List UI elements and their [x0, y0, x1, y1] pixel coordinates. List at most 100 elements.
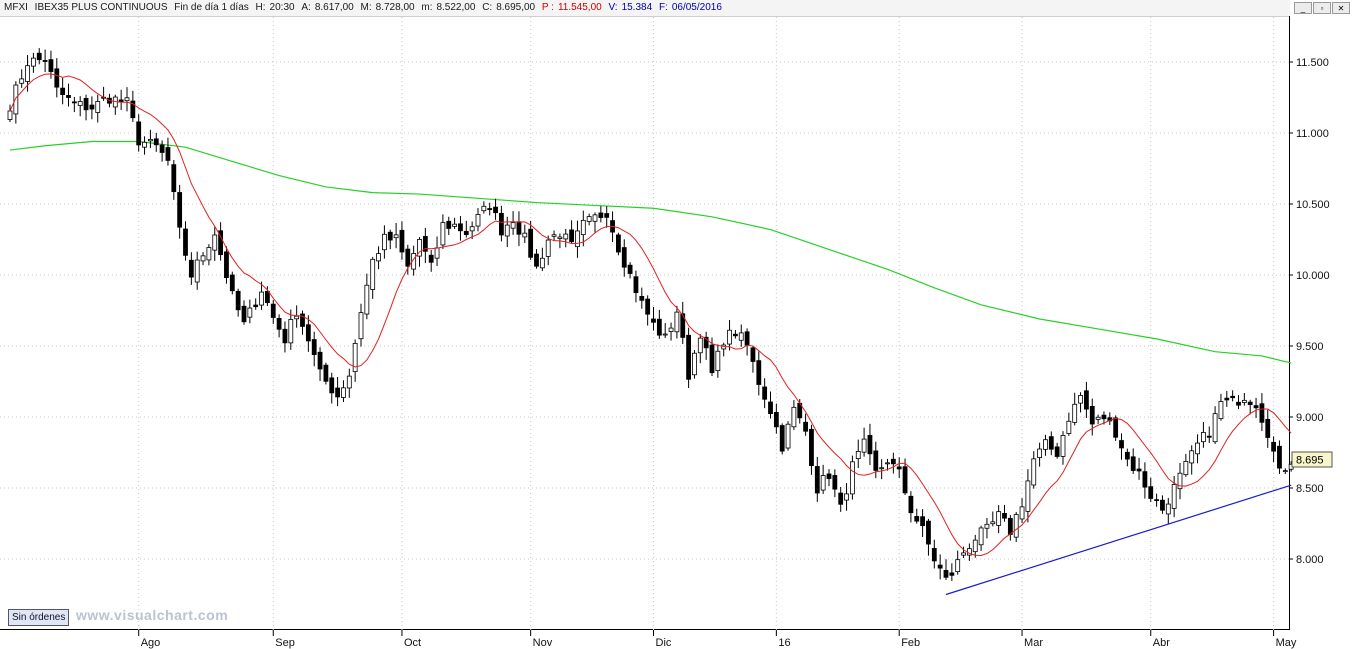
candle — [639, 287, 645, 309]
candle-body — [1247, 401, 1253, 406]
candle-body — [446, 220, 452, 229]
candle — [902, 458, 908, 496]
candle-body — [311, 339, 317, 355]
candle-body — [1136, 468, 1142, 472]
candle — [1078, 392, 1083, 413]
candle — [668, 322, 674, 341]
candle — [101, 86, 106, 101]
candle — [1130, 448, 1136, 474]
candle-body — [300, 313, 305, 327]
candle-body — [183, 228, 188, 256]
candle — [1230, 390, 1236, 402]
candle — [212, 226, 218, 261]
candle — [335, 376, 341, 407]
candle — [364, 273, 370, 320]
x-tick-label: Ago — [141, 637, 161, 649]
candle-body — [387, 231, 393, 241]
candle — [551, 230, 557, 242]
candle — [1060, 431, 1066, 465]
candle-body — [30, 57, 36, 67]
chart-plot-area[interactable] — [0, 16, 1290, 630]
candle-body — [7, 110, 13, 120]
candle-body — [1084, 390, 1089, 410]
candle-body — [417, 239, 422, 257]
candle — [294, 305, 300, 328]
candle-body — [539, 257, 545, 269]
candle — [791, 400, 797, 431]
candle-body — [1195, 442, 1200, 455]
candle — [733, 329, 738, 339]
candle — [1212, 406, 1218, 444]
chart-info-header: MFXI IBEX35 PLUS CONTINUOUS Fin de día 1… — [0, 0, 1290, 17]
candle — [885, 458, 890, 471]
candle — [288, 309, 294, 350]
candle — [71, 96, 77, 113]
candle-body — [1101, 414, 1107, 420]
candle-body — [1253, 405, 1259, 409]
candle — [844, 483, 849, 511]
candle — [1119, 433, 1124, 460]
close-button[interactable]: ✕ — [1332, 2, 1350, 14]
candle — [1218, 393, 1224, 421]
header-hour-label: H: — [255, 2, 266, 13]
candle-body — [604, 213, 610, 218]
candle-body — [66, 95, 71, 98]
candle-body — [575, 230, 580, 248]
y-tick-label: 10.000 — [1296, 270, 1330, 282]
orders-status-button[interactable]: Sin órdenes — [8, 609, 70, 626]
candle-body — [832, 475, 838, 490]
candle — [1013, 511, 1019, 543]
candle — [996, 505, 1002, 534]
candle — [645, 295, 651, 326]
candle — [188, 252, 194, 285]
candle — [890, 452, 896, 474]
candle — [1253, 397, 1259, 418]
candle-body — [522, 232, 528, 238]
candle-body — [668, 327, 674, 332]
candle-body — [557, 236, 563, 239]
candle-body — [1048, 436, 1054, 450]
trendline-line — [945, 484, 1292, 596]
candle — [317, 347, 323, 381]
candle-body — [1236, 401, 1241, 406]
candle-body — [235, 290, 241, 311]
candle — [809, 424, 814, 475]
candle-body — [498, 212, 504, 236]
candle-body — [545, 239, 551, 257]
restore-button[interactable]: ▫ — [1313, 2, 1331, 14]
candle — [943, 559, 949, 580]
candle — [481, 201, 487, 214]
candle-body — [54, 68, 60, 88]
candle-body — [1177, 472, 1183, 490]
candle-body — [990, 521, 996, 525]
minimize-button[interactable]: _ — [1294, 2, 1312, 14]
candle — [183, 221, 188, 261]
candle — [727, 319, 732, 351]
candle — [528, 220, 534, 260]
candle — [750, 345, 756, 373]
candle-body — [996, 511, 1002, 526]
candle-body — [1148, 486, 1154, 499]
candle-body — [803, 421, 808, 432]
candle-body — [428, 254, 434, 263]
y-tick-label: 8.500 — [1296, 483, 1324, 495]
candle — [469, 221, 475, 240]
candle-body — [633, 276, 639, 294]
candle-body — [1089, 406, 1095, 425]
candle-body — [1007, 517, 1013, 535]
candle-body — [224, 251, 229, 279]
candle-body — [1241, 399, 1247, 403]
candle — [686, 327, 691, 388]
candle-body — [809, 428, 814, 466]
candle — [1124, 448, 1130, 467]
candle — [1072, 392, 1078, 426]
candle-body — [493, 206, 498, 214]
candle-body — [352, 343, 358, 372]
candle-body — [773, 412, 779, 428]
candle-body — [288, 319, 294, 344]
candle — [616, 232, 621, 256]
candle — [920, 509, 925, 538]
candle — [165, 137, 171, 166]
candle-body — [177, 192, 183, 228]
